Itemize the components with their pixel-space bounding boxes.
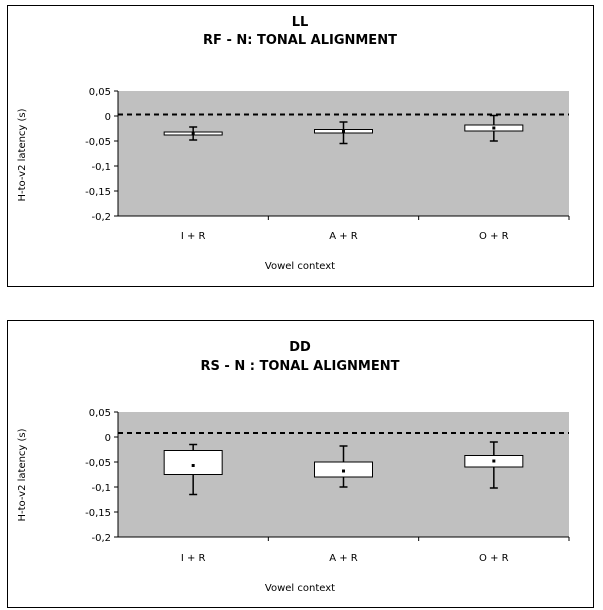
mean-marker <box>492 459 496 463</box>
mean-marker <box>191 464 195 467</box>
chart-subtitle: RS - N : TONAL ALIGNMENT <box>201 359 400 374</box>
box-rect <box>163 450 223 475</box>
chart-subtitle: RF - N: TONAL ALIGNMENT <box>203 33 397 48</box>
y-axis-label: H-to-v2 latency (s) <box>17 108 28 201</box>
box-0 <box>163 443 223 496</box>
mean-marker <box>191 132 195 135</box>
y-tick-label: -0,2 <box>91 212 111 223</box>
box-1 <box>314 445 373 488</box>
mean-marker <box>492 126 496 130</box>
x-axis-label: Vowel context <box>265 261 335 272</box>
y-tick-label: 0,05 <box>89 87 111 98</box>
y-tick-label: 0 <box>105 433 111 444</box>
y-tick-label: -0,05 <box>85 137 111 148</box>
chart-panel-ll: LL RF - N: TONAL ALIGNMENT Vowel context… <box>7 5 594 287</box>
x-tick-label: O + R <box>479 553 509 564</box>
y-tick-label: 0,05 <box>89 408 111 419</box>
y-tick-label: -0,1 <box>91 483 111 494</box>
x-tick-label: O + R <box>479 231 509 242</box>
mean-marker <box>342 130 345 133</box>
x-axis-label: Vowel context <box>265 583 335 594</box>
y-tick-label: -0,2 <box>91 533 111 544</box>
y-tick-label: -0,15 <box>85 187 111 198</box>
chart-title: DD <box>289 340 311 355</box>
y-tick-label: -0,1 <box>91 162 111 173</box>
mean-marker <box>342 469 345 473</box>
y-tick-label: -0,15 <box>85 508 111 519</box>
box-2 <box>464 441 524 489</box>
box-0 <box>163 126 223 141</box>
x-tick-label: I + R <box>181 553 206 564</box>
x-tick-label: A + R <box>329 553 358 564</box>
chart-ll-svg: LL RF - N: TONAL ALIGNMENT Vowel context… <box>17 15 570 272</box>
plot-area <box>118 91 569 216</box>
x-tick-label: I + R <box>181 231 206 242</box>
chart-title: LL <box>292 15 309 30</box>
chart-dd-svg: DD RS - N : TONAL ALIGNMENT Vowel contex… <box>17 340 570 594</box>
y-tick-label: -0,05 <box>85 458 111 469</box>
box-1 <box>314 121 373 145</box>
x-tick-label: A + R <box>329 231 358 242</box>
y-tick-label: 0 <box>105 112 111 123</box>
chart-panel-dd: DD RS - N : TONAL ALIGNMENT Vowel contex… <box>7 320 594 608</box>
y-axis-label: H-to-v2 latency (s) <box>17 428 28 521</box>
box-2 <box>464 114 524 142</box>
